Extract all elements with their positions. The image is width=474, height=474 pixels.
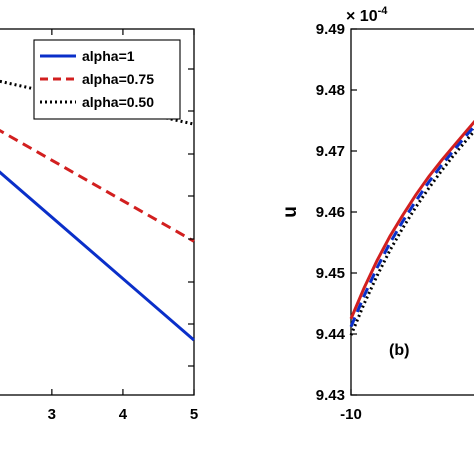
panel-b-y-tick-label: 9.46 <box>316 204 345 221</box>
panel-b-annotation: (b) <box>389 342 409 359</box>
panel-a-x-tick-label: 4 <box>119 406 128 423</box>
panel-b-series-line-3 <box>349 129 474 336</box>
panel-b-x-ticks: -10-5 <box>340 389 474 423</box>
panel-b-y-tick-label: 9.49 <box>316 21 345 38</box>
y-exponent-label: × 10-4 <box>346 5 388 25</box>
panel-b-series-line-2 <box>349 124 474 328</box>
panel-b-y-tick-label: 9.48 <box>316 82 345 99</box>
panel-b-y-ticks: 9.43 9.44 9.45 9.46 9.47 9.48 9.49 <box>316 21 357 404</box>
panel-b-y-tick-label: 9.45 <box>316 265 345 282</box>
panel-b-y-tick-label: 9.43 <box>316 387 345 404</box>
panel-a-x-tick-label: 5 <box>190 406 198 423</box>
legend-box <box>33 39 181 120</box>
panel-a-series-line-1 <box>0 170 195 342</box>
panel-b-y-tick-label: 9.44 <box>316 326 346 343</box>
legend-label-3: alpha=0.50 <box>82 94 154 110</box>
panel-b-y-axis-label: u <box>280 206 301 218</box>
panel-a-y-ticks <box>188 68 194 367</box>
legend-label-1: alpha=1 <box>82 48 135 64</box>
panel-a-plot-frame <box>0 28 195 396</box>
legend: alpha=1 alpha=0.75 alpha=0.50 <box>33 39 181 120</box>
panel-b: × 10-4 u (b) -10-5 9.439.449.459.469.479… <box>280 5 474 423</box>
y-exponent-base: × 10 <box>346 8 378 25</box>
panel-b-series-line-1 <box>349 119 474 320</box>
panel-a-x-tick-label: 3 <box>48 406 56 423</box>
panel-a-series-line-2 <box>0 128 195 243</box>
panel-a: 3 4 5 alpha=1 alpha=0.75 alpha=0.50 <box>0 28 198 423</box>
panel-a-x-ticks: 3 4 5 <box>48 29 198 423</box>
panel-b-y-tick-label: 9.47 <box>316 143 345 160</box>
legend-label-2: alpha=0.75 <box>82 71 154 87</box>
y-exponent-power: -4 <box>378 5 389 17</box>
panel-b-plot-frame <box>350 28 474 396</box>
panel-b-series-group <box>349 119 474 336</box>
panel-b-x-tick-label: -10 <box>340 406 362 423</box>
